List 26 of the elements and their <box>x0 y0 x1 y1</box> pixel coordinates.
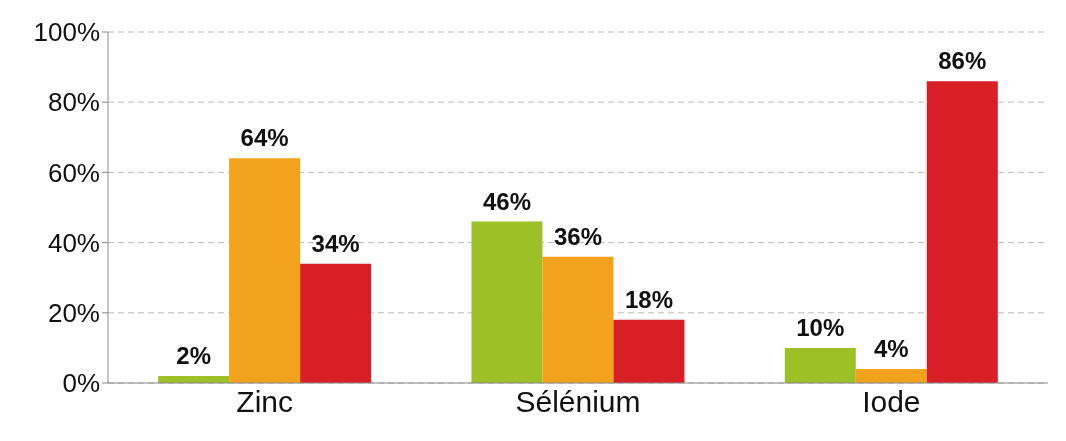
bar <box>784 347 856 383</box>
data-label: 18% <box>624 285 673 313</box>
bar <box>613 319 685 383</box>
bar <box>855 368 927 383</box>
data-label: 46% <box>482 187 531 215</box>
data-label: 34% <box>311 229 360 257</box>
data-label: 64% <box>240 124 289 152</box>
x-tick-label: Sélénium <box>515 385 641 419</box>
data-label: 10% <box>796 313 845 341</box>
data-label: 4% <box>873 334 909 362</box>
y-tick-label: 20% <box>47 298 100 329</box>
data-label: 86% <box>938 47 987 75</box>
bar <box>542 256 614 383</box>
data-label: 36% <box>553 222 602 250</box>
y-tick-label: 80% <box>47 87 100 118</box>
bar <box>229 158 301 383</box>
y-tick-label: 0% <box>62 368 100 399</box>
y-tick-label: 60% <box>47 157 100 188</box>
bar <box>926 81 998 383</box>
bar <box>471 221 543 383</box>
bar <box>300 263 372 383</box>
x-tick-label: Zinc <box>236 385 294 419</box>
y-tick-label: 40% <box>47 227 100 258</box>
y-tick-label: 100% <box>33 17 100 48</box>
data-label: 2% <box>176 341 211 369</box>
x-tick-label: Iode <box>862 385 921 419</box>
